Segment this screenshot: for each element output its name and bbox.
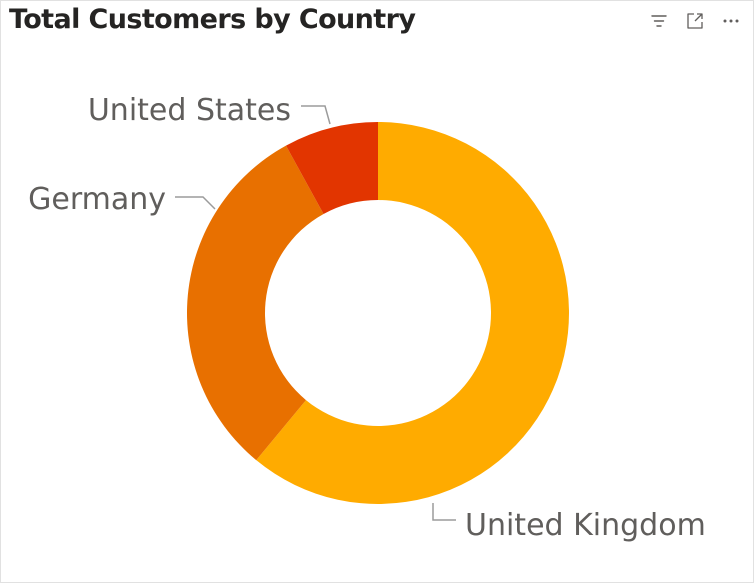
more-options-icon[interactable]	[721, 11, 741, 31]
chart-title: Total Customers by Country	[9, 4, 416, 35]
slice-label-united-states: United States	[88, 93, 291, 128]
leader-line-united-states	[301, 105, 331, 125]
donut-slice-germany[interactable]	[187, 145, 324, 461]
visual-header-toolbar	[649, 11, 741, 31]
slice-label-united-kingdom: United Kingdom	[465, 508, 706, 543]
filter-icon[interactable]	[649, 11, 669, 31]
focus-mode-icon[interactable]	[685, 11, 705, 31]
leader-line-united-kingdom	[432, 503, 456, 521]
donut-slice-united-states[interactable]	[285, 122, 378, 214]
slice-label-germany: Germany	[28, 182, 166, 217]
donut-slice-united-kingdom[interactable]	[256, 122, 570, 505]
leader-line-germany	[175, 196, 216, 210]
